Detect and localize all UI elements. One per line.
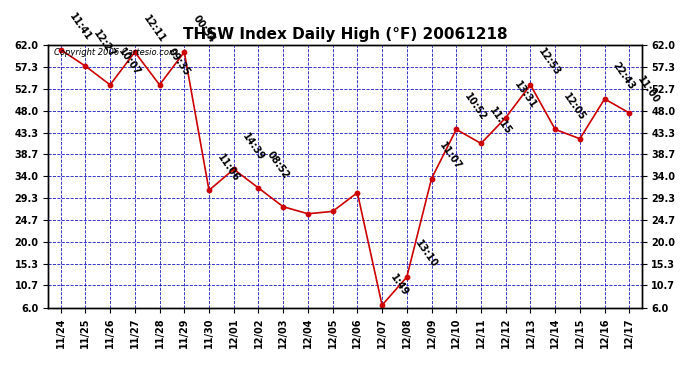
Text: 12:27: 12:27 <box>92 28 117 59</box>
Point <box>377 302 388 308</box>
Point <box>179 49 190 55</box>
Text: 1:49: 1:49 <box>388 273 411 298</box>
Point <box>574 136 585 142</box>
Text: 11:15: 11:15 <box>487 105 513 136</box>
Point <box>204 188 215 194</box>
Point <box>599 96 610 102</box>
Text: 10:52: 10:52 <box>462 91 489 122</box>
Text: 11:00: 11:00 <box>635 75 662 106</box>
Text: 11:06: 11:06 <box>215 152 242 183</box>
Point <box>277 204 288 210</box>
Text: 09:35: 09:35 <box>166 46 192 78</box>
Point <box>302 211 313 217</box>
Text: 12:11: 12:11 <box>141 14 167 45</box>
Text: 10:07: 10:07 <box>117 46 142 78</box>
Point <box>228 166 239 172</box>
Text: 12:05: 12:05 <box>562 91 587 122</box>
Point <box>525 82 536 88</box>
Text: 14:39: 14:39 <box>240 131 266 162</box>
Point <box>327 209 338 214</box>
Point <box>105 82 116 88</box>
Point <box>550 126 561 132</box>
Point <box>352 190 363 196</box>
Point <box>129 49 140 55</box>
Text: 13:31: 13:31 <box>512 80 538 111</box>
Text: 11:07: 11:07 <box>437 140 464 172</box>
Text: 22:43: 22:43 <box>611 61 637 92</box>
Text: Copyright 2006 Cartesio.com: Copyright 2006 Cartesio.com <box>55 48 177 57</box>
Text: 13:10: 13:10 <box>413 239 439 270</box>
Point <box>475 141 486 147</box>
Text: 12:53: 12:53 <box>537 46 562 78</box>
Point <box>402 274 413 280</box>
Point <box>80 63 91 69</box>
Point <box>253 185 264 191</box>
Point <box>500 115 511 121</box>
Title: THSW Index Daily High (°F) 20061218: THSW Index Daily High (°F) 20061218 <box>183 27 507 42</box>
Text: 11:41: 11:41 <box>67 12 93 43</box>
Point <box>154 82 165 88</box>
Point <box>624 110 635 116</box>
Point <box>55 47 66 53</box>
Point <box>426 176 437 181</box>
Point <box>451 126 462 132</box>
Text: 08:52: 08:52 <box>265 150 290 181</box>
Text: 00:34: 00:34 <box>190 14 217 45</box>
